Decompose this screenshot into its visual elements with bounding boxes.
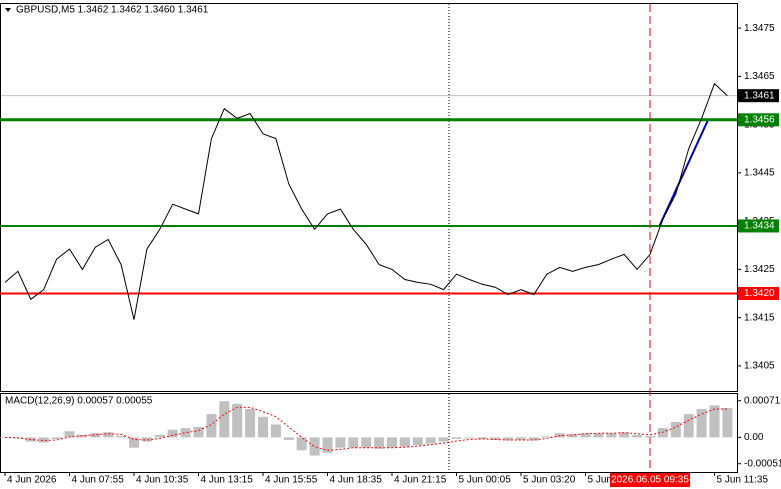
macd-bar [90, 433, 101, 438]
macd-bar [103, 432, 114, 438]
macd-bar [374, 437, 385, 449]
x-tick-label: 4 Jun 18:35 [330, 475, 383, 486]
macd-title: MACD(12,26,9) 0.00057 0.00055 [5, 396, 153, 407]
macd-bar [438, 437, 449, 442]
y-tick-label: 1.3415 [744, 312, 775, 323]
trend-line [658, 119, 709, 228]
macd-bar [270, 424, 281, 438]
macd-bar [632, 434, 643, 438]
macd-bar [528, 437, 539, 441]
x-tick-label: 4 Jun 10:35 [136, 475, 189, 486]
macd-bar [619, 432, 630, 438]
y-tick-label: 1.3445 [744, 168, 775, 179]
macd-bar [412, 437, 423, 446]
level-label-box [738, 113, 779, 127]
y-tick-label: 1.3425 [744, 264, 775, 275]
macd-bar [309, 437, 320, 456]
current-price-box [738, 89, 779, 103]
x-tick-label: 4 Jun 15:55 [265, 475, 318, 486]
macd-bar [348, 437, 359, 448]
level-label: 1.3456 [744, 114, 775, 125]
menu-arrow[interactable] [5, 8, 11, 12]
macd-bar [593, 433, 604, 438]
macd-bar [154, 434, 165, 438]
macd-bar [193, 427, 204, 438]
x-tick-label: 4 Jun 2026 [7, 475, 57, 486]
macd-bar [722, 407, 733, 438]
x-tick-label: 5 Jun 00:05 [459, 475, 512, 486]
cursor-label-box [610, 473, 690, 487]
macd-bar [322, 437, 333, 453]
level-label: 1.3434 [744, 221, 775, 232]
macd-bar [645, 435, 655, 438]
macd-bar [541, 436, 552, 438]
macd-bar [283, 437, 294, 440]
macd-bar [709, 405, 720, 438]
macd-bar [296, 437, 307, 451]
x-tick-label: 5 Jun 11:35 [717, 475, 769, 486]
level-label: 1.3420 [744, 288, 775, 299]
macd-bar [232, 403, 243, 438]
price-line [4, 82, 728, 320]
macd-bar [451, 437, 462, 439]
macd-bar [503, 437, 514, 441]
macd-frame [0, 393, 738, 473]
macd-bar [580, 433, 591, 438]
x-tick-label: 4 Jun 07:55 [72, 475, 125, 486]
y-tick-label: 0.00 [744, 432, 764, 443]
level-label-box [738, 219, 779, 233]
macd-bar [141, 437, 152, 442]
macd-bar [64, 431, 75, 438]
macd-bar [696, 408, 707, 438]
macd-bar [464, 437, 475, 439]
y-tick-label: -0.00051 [744, 458, 781, 469]
macd-bar [657, 428, 668, 438]
macd-bar [180, 428, 191, 438]
x-tick-label: 4 Jun 21:15 [394, 475, 447, 486]
macd-bar [683, 414, 694, 438]
x-tick-label: 5 Jun 03:20 [523, 475, 576, 486]
macd-bar [387, 437, 397, 448]
macd-bar [477, 437, 488, 439]
macd-bar [219, 401, 230, 438]
macd-bar [258, 416, 268, 438]
macd-bar [567, 434, 578, 438]
level-label-box [738, 287, 779, 300]
y-tick-label: 1.3465 [744, 71, 775, 82]
y-tick-label: 0.00071 [744, 395, 781, 406]
macd-bar [51, 437, 62, 439]
macd-bar [245, 408, 256, 438]
current-price-label: 1.3461 [744, 90, 775, 101]
macd-bar [670, 421, 681, 438]
macd-bar [335, 437, 346, 448]
macd-bar [606, 433, 617, 438]
macd-bar [425, 437, 436, 444]
main-frame [0, 3, 738, 392]
signal-line [4, 406, 728, 451]
macd-bar [490, 437, 501, 440]
y-tick-label: 1.3405 [744, 361, 775, 372]
macd-bar [129, 437, 139, 448]
macd-bar [516, 437, 526, 440]
macd-bar [399, 437, 410, 447]
y-tick-label: 1.3475 [744, 23, 775, 34]
macd-bar [206, 414, 217, 438]
cursor-label: 2026.06.05 09:35 [611, 475, 689, 486]
macd-bar [116, 435, 127, 438]
macd-bar [38, 437, 49, 443]
macd-bar [167, 429, 178, 438]
macd-bar [361, 437, 372, 448]
x-tick-label: 4 Jun 13:15 [201, 475, 254, 486]
chart-title: GBPUSD,M5 1.3462 1.3462 1.3460 1.3461 [16, 5, 209, 16]
